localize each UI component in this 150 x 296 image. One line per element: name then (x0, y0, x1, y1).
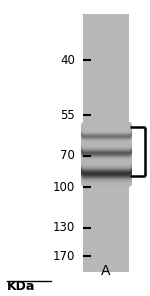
Bar (83, 15, 129, 272)
Text: 40: 40 (60, 54, 75, 67)
Text: A: A (101, 264, 111, 278)
Text: 55: 55 (60, 109, 75, 122)
Text: 100: 100 (53, 181, 75, 194)
Text: 170: 170 (53, 250, 75, 263)
Text: 130: 130 (53, 221, 75, 234)
Text: 70: 70 (60, 149, 75, 162)
Text: KDa: KDa (7, 279, 36, 292)
